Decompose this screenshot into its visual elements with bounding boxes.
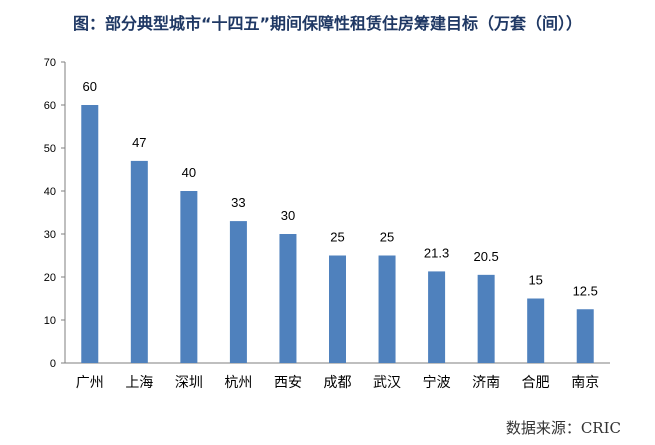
y-tick-label: 20	[44, 272, 56, 284]
x-axis-labels-group: 广州 上海 深圳 杭州 西安 成都 武汉 宁波 济南 合肥 南京	[76, 374, 599, 391]
x-category-label: 宁波	[423, 374, 451, 391]
x-category-label: 合肥	[522, 375, 550, 391]
y-tick-label: 60	[44, 100, 56, 112]
data-label: 15	[528, 273, 542, 288]
x-category-label: 武汉	[373, 375, 401, 391]
y-tick-label: 10	[44, 315, 56, 327]
data-label: 40	[182, 165, 196, 180]
chart-title: 图：部分典型城市“十四五”期间保障性租赁住房筹建目标（万套（间））	[72, 14, 583, 33]
data-label: 12.5	[573, 283, 598, 298]
bar	[477, 274, 495, 363]
data-label: 21.3	[424, 245, 449, 260]
data-label: 60	[83, 79, 97, 94]
bar	[527, 298, 545, 363]
x-category-label: 广州	[76, 375, 104, 391]
data-source-note: 数据来源：CRIC	[505, 419, 621, 437]
y-tick-label: 70	[44, 57, 56, 69]
bars-group	[81, 105, 594, 363]
bar	[180, 191, 198, 363]
x-category-label: 南京	[571, 375, 599, 391]
y-tick-label: 30	[44, 229, 56, 241]
bar	[428, 271, 446, 363]
x-category-label: 上海	[125, 375, 153, 391]
y-tick-label: 0	[50, 358, 56, 370]
bar	[576, 309, 594, 363]
bar	[279, 234, 297, 363]
bar	[81, 105, 99, 363]
x-category-label: 深圳	[175, 375, 203, 391]
x-category-label: 西安	[274, 375, 302, 391]
bar	[229, 221, 247, 363]
data-label: 25	[330, 230, 344, 245]
data-label: 20.5	[473, 249, 498, 264]
bar	[378, 255, 396, 363]
data-labels-group: 60 47 40 33 30 25 25 21.3 20.5 15 12.5	[83, 79, 598, 298]
bar	[130, 160, 148, 363]
data-label: 47	[132, 135, 146, 150]
y-tick-label: 40	[44, 186, 56, 198]
data-label: 33	[231, 195, 245, 210]
data-label: 25	[380, 230, 394, 245]
x-category-label: 杭州	[224, 375, 252, 391]
y-axis-ticks: 0 10 20 30 40 50 60 70	[44, 57, 65, 370]
data-label: 30	[281, 208, 295, 223]
bar	[329, 255, 346, 363]
x-category-label: 成都	[324, 375, 352, 391]
x-category-label: 济南	[472, 375, 500, 391]
y-tick-label: 50	[44, 143, 56, 155]
